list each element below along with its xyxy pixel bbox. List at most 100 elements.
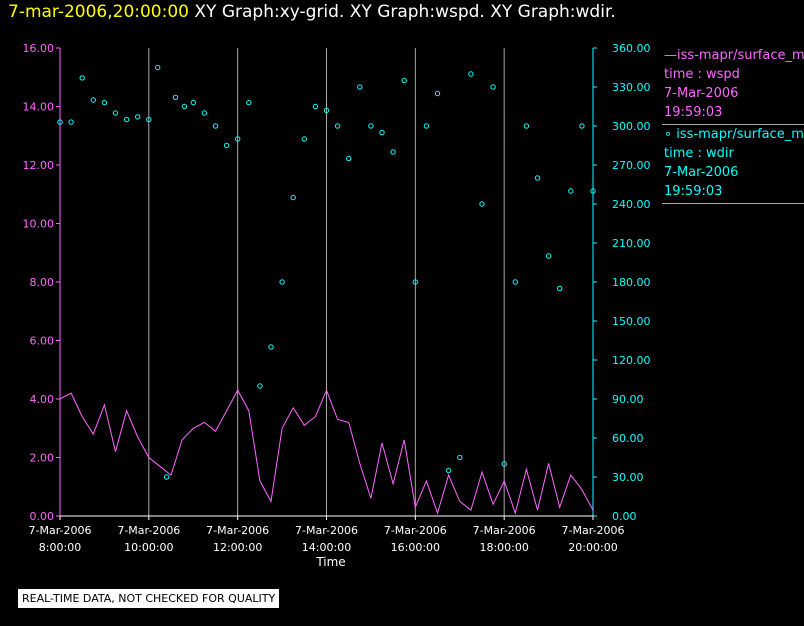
right-tick-label: 360.00 bbox=[612, 42, 651, 55]
wdir-point bbox=[290, 194, 296, 201]
graph-titles: XY Graph:xy-grid. XY Graph:wspd. XY Grap… bbox=[194, 2, 616, 22]
x-tick-time: 18:00:00 bbox=[479, 541, 528, 554]
x-tick-time: 14:00:00 bbox=[302, 541, 351, 554]
title-bar: 7-mar-2006,20:00:00 XY Graph:xy-grid. XY… bbox=[8, 2, 616, 22]
wdir-point bbox=[568, 188, 574, 194]
left-tick-label: 6.00 bbox=[30, 335, 55, 348]
left-tick-label: 8.00 bbox=[30, 276, 55, 289]
wdir-point bbox=[123, 116, 130, 123]
left-tick-label: 16.00 bbox=[23, 42, 55, 55]
wdir-point bbox=[212, 123, 219, 129]
wdir-point bbox=[235, 136, 241, 142]
wdir-point bbox=[223, 142, 230, 149]
legend: —iss-mapr/surface_met time : wspd 7-Mar-… bbox=[662, 46, 804, 204]
wdir-point bbox=[301, 136, 307, 142]
right-tick-label: 210.00 bbox=[612, 237, 651, 250]
left-tick-label: 12.00 bbox=[23, 159, 55, 172]
wdir-point bbox=[334, 123, 341, 129]
x-tick-time: 20:00:00 bbox=[568, 541, 617, 554]
left-tick-label: 14.00 bbox=[23, 101, 55, 114]
wdir-point bbox=[146, 116, 152, 123]
legend-wdir-clock: 19:59:03 bbox=[664, 184, 723, 199]
x-tick-time: 16:00:00 bbox=[391, 541, 440, 554]
wdir-point bbox=[68, 119, 74, 125]
wdir-point bbox=[279, 279, 285, 285]
wdir-point bbox=[135, 114, 141, 120]
wdir-point bbox=[163, 474, 170, 480]
wspd-line bbox=[59, 388, 594, 515]
legend-wdir-time: time : wdir bbox=[664, 146, 734, 161]
right-tick-label: 270.00 bbox=[612, 159, 651, 172]
wdir-point bbox=[423, 123, 430, 129]
right-tick-label: 120.00 bbox=[612, 354, 651, 367]
right-tick-label: 30.00 bbox=[612, 471, 644, 484]
wdir-point bbox=[312, 103, 319, 110]
right-tick-label: 150.00 bbox=[612, 315, 651, 328]
legend-wspd-clock: 19:59:03 bbox=[664, 105, 723, 120]
wdir-point bbox=[445, 467, 452, 474]
x-axis: 7-Mar-2006 8:00:00 7-Mar-2006 10:00:00 7-Mar… bbox=[29, 515, 625, 554]
left-tick-label: 2.00 bbox=[30, 452, 55, 465]
title-date: 7-mar-2006,20:00:00 bbox=[8, 2, 189, 22]
left-axis: 0.00 2.00 4.00 6.00 8.00 10.00 12.00 14.00 16.00 bbox=[23, 42, 61, 523]
wdir-point bbox=[112, 110, 119, 116]
wdir-point bbox=[434, 90, 441, 97]
wdir-point bbox=[323, 107, 330, 114]
wdir-point bbox=[190, 99, 197, 106]
wdir-point bbox=[181, 103, 188, 110]
wdir-point bbox=[457, 454, 463, 461]
quality-notice: REAL-TIME DATA, NOT CHECKED FOR QUALITY bbox=[18, 589, 280, 608]
wdir-point bbox=[201, 110, 208, 116]
right-tick-label: 300.00 bbox=[612, 120, 651, 133]
legend-wdir-date: 7-Mar-2006 bbox=[664, 165, 739, 180]
wdir-series bbox=[57, 64, 596, 480]
wdir-point bbox=[368, 123, 374, 129]
wdir-point bbox=[501, 461, 507, 467]
wdir-point bbox=[268, 344, 274, 350]
wdir-point bbox=[468, 71, 474, 77]
wdir-point bbox=[246, 99, 252, 106]
left-tick-label: 4.00 bbox=[30, 393, 55, 406]
wdir-point bbox=[534, 175, 541, 181]
wdir-point bbox=[523, 123, 530, 129]
x-tick-date: 7-Mar-2006 bbox=[117, 524, 180, 537]
wdir-point bbox=[557, 285, 563, 292]
wdir-point bbox=[79, 75, 85, 81]
legend-wspd-series: —iss-mapr/surface_met bbox=[664, 48, 804, 63]
wdir-point bbox=[512, 279, 518, 285]
right-tick-label: 330.00 bbox=[612, 81, 651, 94]
x-tick-date: 7-Mar-2006 bbox=[473, 524, 536, 537]
wdir-point bbox=[479, 201, 485, 207]
left-tick-label: 10.00 bbox=[23, 218, 55, 231]
wdir-point bbox=[90, 97, 97, 103]
wdir-point bbox=[390, 149, 396, 155]
grid-lines bbox=[148, 48, 505, 516]
x-tick-time: 8:00:00 bbox=[39, 541, 81, 554]
wdir-point bbox=[155, 64, 161, 71]
wdir-point bbox=[257, 383, 263, 389]
wdir-point bbox=[545, 253, 552, 259]
right-tick-label: 180.00 bbox=[612, 276, 651, 289]
right-axis: 0.00 30.00 60.00 90.00 120.00 150.00 180.00 210… bbox=[592, 42, 651, 523]
left-tick-label: 0.00 bbox=[30, 510, 55, 523]
right-tick-label: 60.00 bbox=[612, 432, 644, 445]
x-tick-date: 7-Mar-2006 bbox=[562, 524, 625, 537]
legend-wdir-series: ∘ iss-mapr/surface_met bbox=[664, 127, 804, 142]
wdir-point bbox=[590, 188, 596, 194]
wdir-point bbox=[490, 84, 496, 90]
wdir-point bbox=[172, 94, 179, 101]
wdir-point bbox=[401, 77, 407, 84]
right-tick-label: 240.00 bbox=[612, 198, 651, 211]
legend-wspd[interactable]: —iss-mapr/surface_met time : wspd 7-Mar-… bbox=[662, 46, 804, 125]
legend-wspd-time: time : wspd bbox=[664, 67, 740, 82]
legend-wspd-date: 7-Mar-2006 bbox=[664, 86, 739, 101]
wdir-point bbox=[579, 123, 585, 129]
right-tick-label: 0.00 bbox=[612, 510, 637, 523]
legend-wdir[interactable]: ∘ iss-mapr/surface_met time : wdir 7-Mar… bbox=[662, 125, 804, 204]
x-tick-time: 10:00:00 bbox=[124, 541, 173, 554]
wspd-series bbox=[59, 388, 594, 515]
wdir-point bbox=[346, 155, 352, 162]
right-tick-label: 90.00 bbox=[612, 393, 644, 406]
x-tick-date: 7-Mar-2006 bbox=[206, 524, 269, 537]
